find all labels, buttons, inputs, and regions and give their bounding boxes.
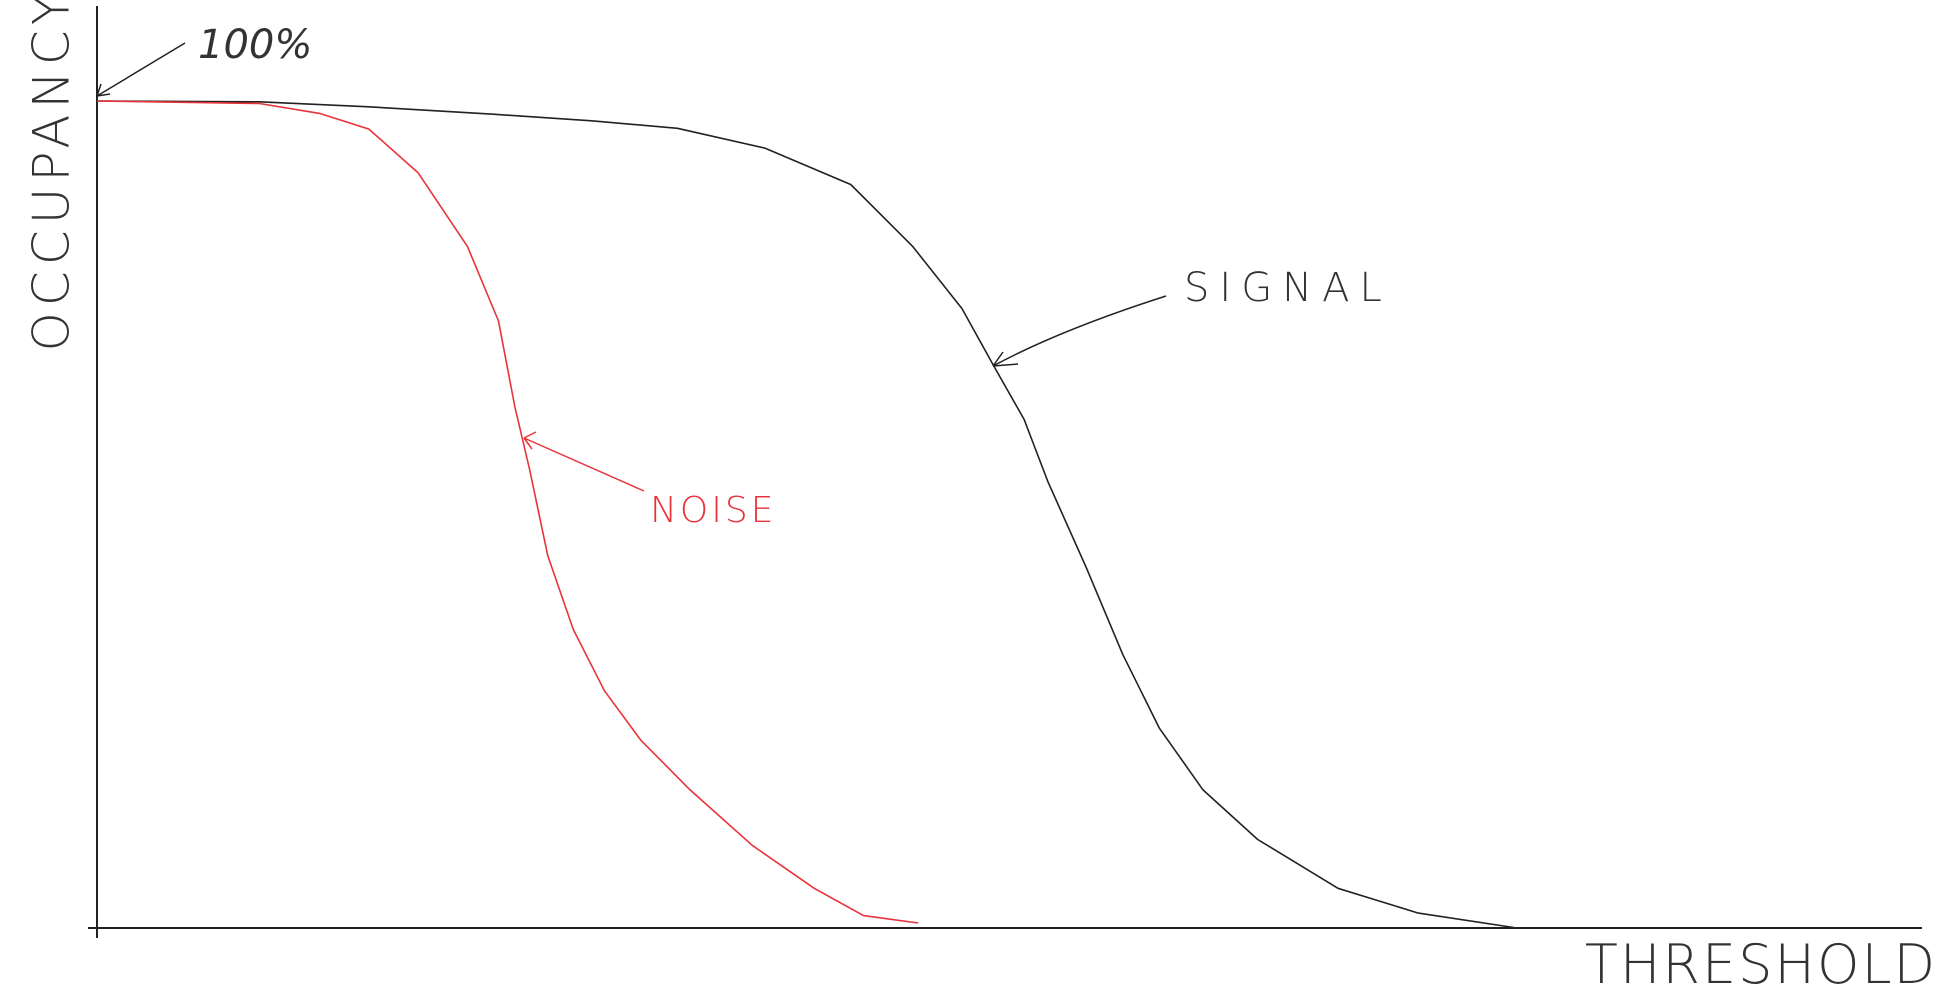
arrow-noise <box>523 431 645 492</box>
series-line <box>96 100 919 924</box>
noise-label: NOISE <box>650 490 776 531</box>
y-axis-label: OCCUPANCY <box>23 0 81 351</box>
annotation-100: 100% <box>198 22 312 68</box>
series-line <box>96 100 1518 929</box>
arrow-100 <box>96 42 186 97</box>
signal-label: SIGNAL <box>1184 265 1392 311</box>
x-axis-label: THRESHOLD <box>1585 933 1934 995</box>
arrow-signal <box>992 295 1167 367</box>
